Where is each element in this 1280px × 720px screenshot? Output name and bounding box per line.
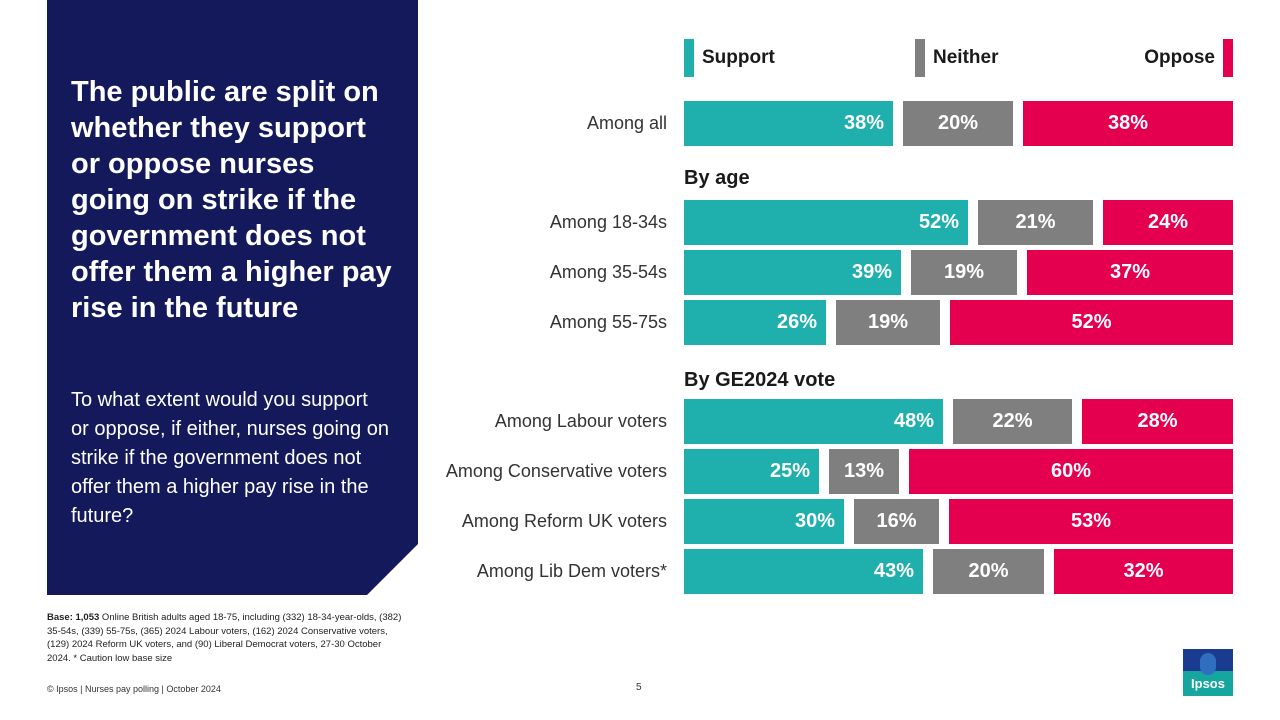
bar-oppose: 28%	[1082, 399, 1233, 444]
legend-swatch-oppose	[1223, 39, 1233, 77]
bar-support: 25%	[684, 449, 819, 494]
row-label: Among 35-54s	[549, 262, 667, 282]
bar-support: 48%	[684, 399, 943, 444]
bar-oppose: 32%	[1054, 549, 1233, 594]
legend-swatch-support	[684, 39, 694, 77]
bar-neither: 20%	[903, 101, 1013, 146]
base-note: Base: 1,053 Online British adults aged 1…	[47, 611, 407, 665]
footer-source: © Ipsos | Nurses pay polling | October 2…	[47, 684, 221, 694]
bar-oppose: 52%	[950, 300, 1233, 345]
bar-oppose: 24%	[1103, 200, 1233, 245]
bar-neither: 19%	[911, 250, 1017, 295]
row-label: Among Lib Dem voters*	[476, 561, 667, 581]
legend-swatch-neither	[915, 39, 925, 77]
bar-support: 43%	[684, 549, 923, 594]
bar-neither: 20%	[933, 549, 1044, 594]
logo-mark-icon	[1200, 653, 1216, 675]
bar-neither: 21%	[978, 200, 1093, 245]
bar-oppose: 53%	[949, 499, 1233, 544]
base-label: Base: 1,053	[47, 612, 100, 623]
row-label: Among all	[586, 113, 667, 133]
row-label: Among 55-75s	[549, 312, 667, 332]
legend-label-oppose: Oppose	[1144, 47, 1215, 68]
bar-oppose: 38%	[1023, 101, 1233, 146]
title-panel	[47, 0, 418, 595]
legend-label-neither: Neither	[933, 47, 999, 68]
row-label: Among Reform UK voters	[461, 511, 667, 531]
survey-question: To what extent would you support or oppo…	[71, 389, 389, 527]
bar-oppose: 60%	[909, 449, 1233, 494]
base-text: Online British adults aged 18-75, includ…	[47, 612, 402, 664]
bar-neither: 13%	[829, 449, 899, 494]
bar-support: 26%	[684, 300, 826, 345]
bar-neither: 16%	[854, 499, 939, 544]
bar-support: 39%	[684, 250, 901, 295]
bar-support: 38%	[684, 101, 893, 146]
bar-support: 30%	[684, 499, 844, 544]
logo-text: Ipsos	[1191, 676, 1225, 691]
row-label: Among Labour voters	[494, 411, 667, 431]
bar-neither: 22%	[953, 399, 1072, 444]
legend-label-support: Support	[702, 47, 775, 68]
bar-support: 52%	[684, 200, 968, 245]
bar-oppose: 37%	[1027, 250, 1233, 295]
group-heading-1: By age	[684, 167, 750, 189]
group-heading-2: By GE2024 vote	[684, 369, 836, 391]
row-label: Among 18-34s	[549, 212, 667, 232]
ipsos-logo: Ipsos	[1183, 649, 1233, 696]
headline: The public are split on whether they sup…	[71, 76, 392, 324]
bar-neither: 19%	[836, 300, 940, 345]
page-number: 5	[636, 682, 642, 693]
row-label: Among Conservative voters	[445, 461, 667, 481]
